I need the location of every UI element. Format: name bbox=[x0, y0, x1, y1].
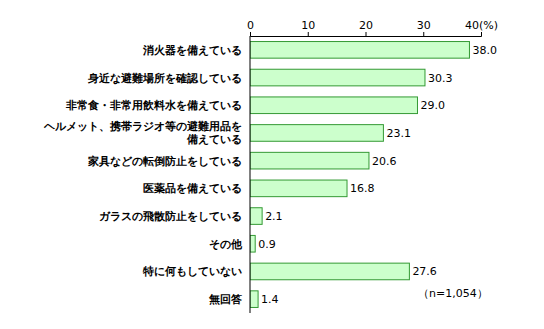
data-label: 38.0 bbox=[472, 44, 497, 57]
plot: 0 10 20 30 40(%) 消火器を備えている身近な避難場所を確認している非常食・非… bbox=[43, 19, 498, 313]
tick: 0 bbox=[247, 19, 254, 36]
bar bbox=[250, 42, 469, 59]
category-label: ガラスの飛散防止をしている bbox=[99, 210, 242, 223]
tick-label: 10 bbox=[301, 19, 315, 32]
tick-label: 40(%) bbox=[465, 19, 498, 32]
bar bbox=[250, 125, 383, 142]
bar bbox=[250, 152, 369, 169]
category-label: 身近な避難場所を確認している bbox=[87, 72, 242, 85]
bar bbox=[250, 180, 347, 197]
annotation: （n=1,054） bbox=[418, 287, 488, 300]
data-label: 29.0 bbox=[420, 99, 445, 112]
x-axis: 0 10 20 30 40(%) bbox=[247, 19, 498, 37]
tick: 10 bbox=[301, 19, 315, 36]
data-label: 20.6 bbox=[372, 155, 397, 168]
category-label: 特に何もしていない bbox=[142, 265, 242, 278]
tick: 40(%) bbox=[465, 19, 498, 36]
category-label: 家具などの転倒防止をしている bbox=[87, 155, 242, 168]
data-label: 1.4 bbox=[261, 293, 279, 306]
category-label: 無回答 bbox=[208, 293, 243, 306]
tick: 30 bbox=[417, 19, 431, 36]
data-labels: 38.0 30.3 29.0 23.1 20.6 16.8 2.1 0.9 27.6 1.4 bbox=[258, 44, 497, 306]
tick-mark bbox=[423, 32, 424, 36]
category-label: ヘルメット、携帯ラジオ等の避難用品を備えている bbox=[43, 120, 242, 146]
category-label: その他 bbox=[209, 238, 243, 251]
category-labels: 消火器を備えている身近な避難場所を確認している非常食・非常用飲料水を備えているヘ… bbox=[43, 44, 243, 306]
bars bbox=[250, 42, 469, 308]
bar bbox=[250, 291, 258, 308]
data-label: 30.3 bbox=[428, 72, 453, 85]
bar bbox=[250, 235, 255, 252]
data-label: 23.1 bbox=[386, 127, 411, 140]
bar bbox=[250, 208, 262, 225]
bar bbox=[250, 69, 425, 86]
tick-mark bbox=[308, 32, 309, 36]
category-label: 消火器を備えている bbox=[142, 44, 242, 57]
category-label: 医薬品を備えている bbox=[143, 182, 242, 195]
tick-mark bbox=[250, 32, 251, 36]
y-axis-line bbox=[250, 36, 251, 313]
tick: 20 bbox=[359, 19, 373, 36]
bar bbox=[250, 263, 409, 280]
axis-line bbox=[251, 32, 482, 37]
tick-mark bbox=[366, 32, 367, 36]
tick-label: 0 bbox=[247, 19, 254, 32]
bar bbox=[250, 97, 417, 114]
data-label: 16.8 bbox=[350, 182, 375, 195]
tick-mark bbox=[481, 32, 482, 36]
data-label: 27.6 bbox=[412, 265, 437, 278]
tick-label: 30 bbox=[417, 19, 431, 32]
tick-label: 20 bbox=[359, 19, 373, 32]
data-label: 2.1 bbox=[265, 210, 283, 223]
category-label: 非常食・非常用飲料水を備えている bbox=[65, 99, 242, 112]
data-label: 0.9 bbox=[258, 238, 276, 251]
